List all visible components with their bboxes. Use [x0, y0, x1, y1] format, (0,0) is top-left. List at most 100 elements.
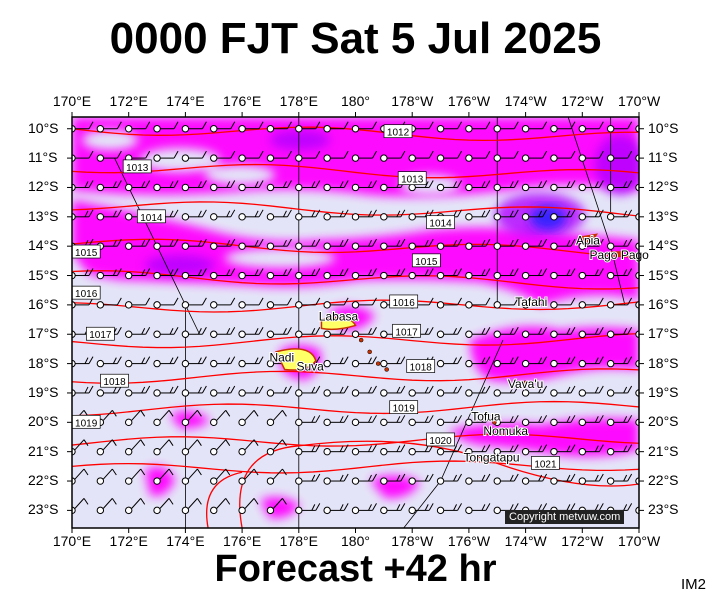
wind-barb — [323, 444, 349, 456]
wind-barb — [295, 326, 321, 338]
wind-barb — [323, 415, 349, 427]
wind-barb — [436, 356, 462, 368]
lon-label-bottom: 172°W — [561, 533, 604, 549]
lon-label-top: 172°E — [109, 93, 148, 109]
wind-barb — [181, 385, 207, 397]
wind-barb — [181, 180, 207, 192]
isobar-label: 1019 — [71, 414, 101, 429]
isobar-label: 1015 — [412, 253, 441, 268]
lon-label-bottom: 170°W — [618, 533, 661, 549]
lat-label-left: 22°S — [28, 472, 59, 489]
lat-label-right: 23°S — [648, 501, 679, 518]
wind-barb — [436, 268, 462, 280]
lat-label-right: 19°S — [648, 383, 679, 400]
wind-barb — [521, 121, 548, 133]
forecast-hour-label: Forecast +42 hr — [214, 548, 497, 590]
wind-barb — [408, 180, 434, 192]
wind-barb — [436, 238, 462, 250]
wind-barb — [210, 268, 236, 280]
place-label: Vava'u — [508, 377, 543, 391]
lat-label-right: 16°S — [648, 295, 679, 312]
wind-barb — [125, 268, 151, 280]
wind-barb — [266, 209, 292, 221]
wind-barb — [521, 180, 548, 192]
wind-barb — [181, 121, 207, 133]
wind-barb — [153, 297, 179, 309]
tutuila-island — [610, 251, 624, 258]
wind-barb — [493, 444, 519, 456]
wind-barb — [550, 180, 576, 192]
isobar-label: 1018 — [406, 359, 436, 374]
lat-label-right: 22°S — [648, 472, 679, 489]
svg-text:1020: 1020 — [429, 436, 452, 447]
lat-label-left: 16°S — [28, 295, 59, 312]
wind-barb — [96, 268, 122, 280]
wind-barb — [295, 238, 321, 250]
wind-barb — [436, 473, 462, 485]
wind-barb — [578, 415, 604, 427]
wind-barb — [351, 297, 377, 309]
wind-barb — [323, 473, 349, 485]
wind-barb — [351, 180, 377, 192]
wind-barb — [465, 121, 491, 133]
lat-label-right: 14°S — [648, 237, 679, 254]
wind-barb — [323, 150, 349, 162]
isobar-label: 1016 — [71, 285, 101, 300]
isobar-label: 1017 — [392, 323, 421, 338]
wind-barb — [465, 268, 491, 280]
wind-barb — [465, 297, 491, 309]
wind-barb — [181, 268, 207, 280]
lon-label-top: 180° — [341, 93, 370, 109]
wind-barb — [521, 473, 548, 485]
wind-barb — [465, 356, 491, 368]
wind-barb — [606, 473, 633, 485]
svg-text:1014: 1014 — [429, 219, 452, 230]
lon-label-bottom: 176°E — [222, 533, 262, 549]
wind-barb — [153, 439, 174, 456]
wind-barb — [210, 238, 236, 250]
wind-barb — [436, 180, 462, 192]
lat-label-right: 11°S — [648, 149, 678, 166]
place-label: Tofua — [471, 409, 501, 423]
wind-barb — [96, 439, 117, 456]
wind-barb — [181, 238, 207, 250]
wind-barb — [493, 356, 519, 368]
svg-text:1016: 1016 — [75, 289, 98, 300]
wind-barb — [153, 121, 179, 133]
lat-label-right: 21°S — [648, 442, 679, 459]
lon-label-bottom: 178°E — [279, 533, 318, 549]
wind-barb — [210, 385, 236, 397]
wind-barb — [465, 209, 491, 221]
wind-barb — [493, 326, 519, 338]
wind-barb — [323, 209, 349, 221]
wind-barb — [266, 180, 292, 192]
lon-label-bottom: 172°E — [109, 533, 148, 549]
wind-barb — [578, 297, 604, 309]
lon-label-bottom: 178°W — [391, 533, 434, 549]
wind-barb — [465, 444, 491, 456]
wind-barb — [153, 356, 179, 368]
wind-barb — [380, 415, 406, 427]
island-dot — [384, 367, 389, 372]
lat-label-left: 11°S — [28, 149, 58, 166]
wind-barb — [295, 444, 321, 456]
place-label: Labasa — [319, 310, 359, 324]
wind-barb — [266, 326, 292, 338]
isobar-label: 1021 — [531, 456, 560, 470]
svg-text:1019: 1019 — [393, 404, 416, 415]
wind-barb — [408, 268, 434, 280]
wind-barb — [266, 468, 287, 485]
lon-label-top: 178°E — [279, 93, 318, 109]
lon-label-bottom: 180° — [341, 533, 370, 549]
wind-barb — [521, 268, 548, 280]
wind-barb — [606, 121, 633, 133]
wind-barb — [351, 209, 377, 221]
lon-label-bottom: 174°E — [166, 533, 205, 549]
lat-label-right: 17°S — [648, 325, 679, 342]
place-label: Tafahi — [515, 295, 547, 309]
wind-barb — [351, 326, 377, 338]
wind-barb — [578, 209, 604, 221]
lat-label-left: 13°S — [28, 207, 59, 224]
lon-label-top: 170°W — [618, 93, 661, 109]
